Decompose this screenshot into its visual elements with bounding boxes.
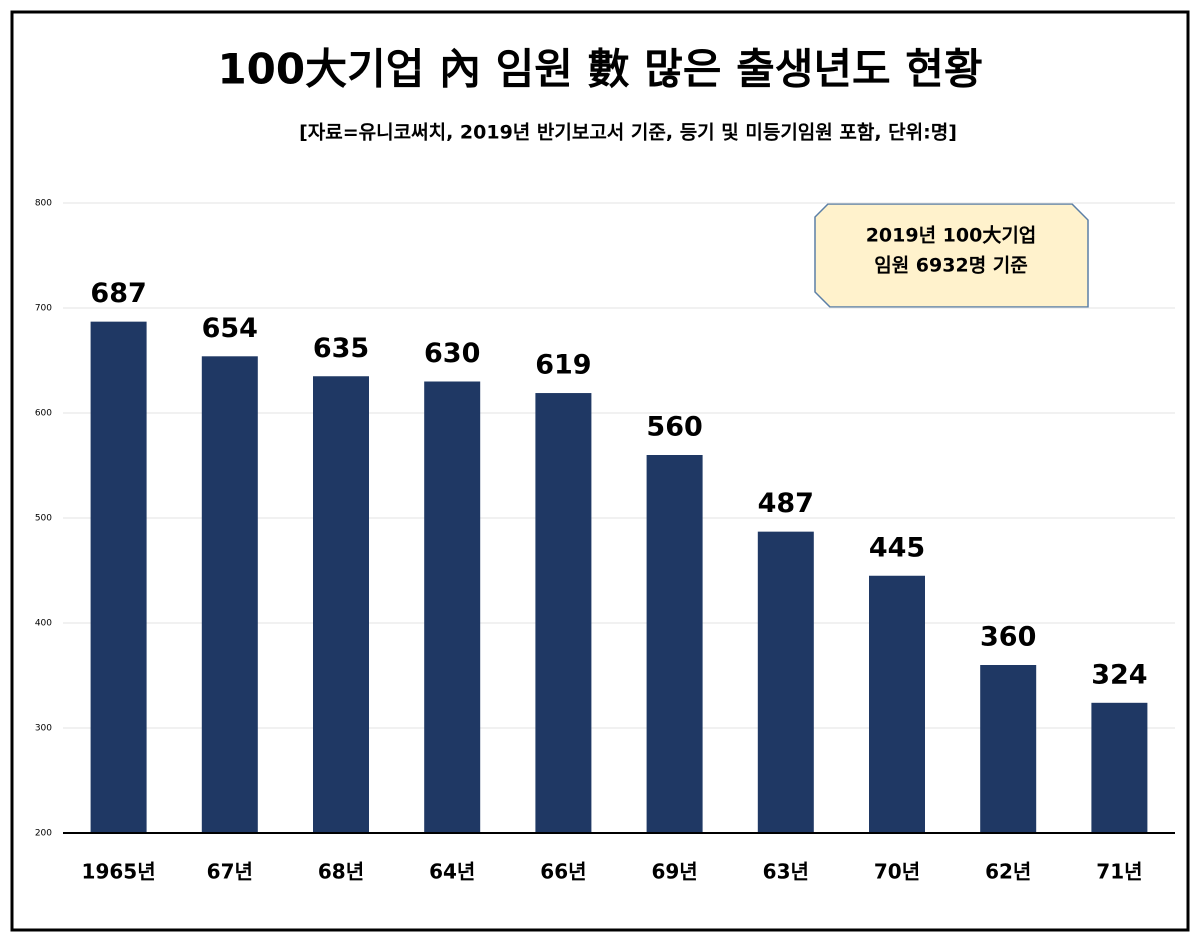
annotation: 임원 6932명 기준 <box>874 255 1028 277</box>
y-tick-label: 300 <box>35 724 52 734</box>
y-tick-label: 400 <box>35 619 52 629</box>
x-tick-label: 70년 <box>874 860 920 884</box>
x-tick-label: 67년 <box>207 860 253 884</box>
bar <box>90 321 147 833</box>
x-tick-label: 63년 <box>763 860 809 884</box>
y-tick-label: 200 <box>35 829 52 839</box>
bar <box>535 393 592 833</box>
chart-subtitle: [자료=유니코써치, 2019년 반기보고서 기준, 등기 및 미등기임원 포함… <box>299 122 957 144</box>
annotation: 2019년 100大기업 <box>866 224 1037 247</box>
data-label: 630 <box>424 338 480 369</box>
data-label: 619 <box>535 350 591 381</box>
x-tick-label: 1965년 <box>82 860 156 884</box>
x-tick-label: 62년 <box>985 860 1031 884</box>
data-label: 635 <box>313 333 369 364</box>
data-label: 445 <box>869 532 925 563</box>
data-label: 360 <box>980 622 1036 653</box>
bar <box>980 665 1037 833</box>
bar <box>869 575 925 833</box>
y-tick-label: 700 <box>35 304 52 314</box>
y-tick-label: 600 <box>35 409 52 419</box>
x-tick-label: 66년 <box>540 860 586 884</box>
data-label: 654 <box>202 313 258 344</box>
data-label: 324 <box>1091 659 1147 690</box>
x-tick-label: 68년 <box>318 860 364 884</box>
bar <box>1091 702 1148 833</box>
data-label: 687 <box>90 278 146 309</box>
bar <box>313 376 369 833</box>
x-tick-label: 71년 <box>1096 860 1142 884</box>
data-label: 487 <box>758 488 814 519</box>
annotation-box <box>814 203 1089 308</box>
chart-title: 100大기업 內 임원 數 많은 출생년도 현황 <box>217 45 982 94</box>
bar <box>646 455 703 833</box>
bar <box>757 531 814 833</box>
y-tick-label: 500 <box>35 514 52 524</box>
data-label: 560 <box>646 412 702 443</box>
x-tick-label: 64년 <box>429 860 475 884</box>
y-tick-label: 800 <box>35 199 52 209</box>
x-tick-label: 69년 <box>651 860 697 884</box>
bar <box>201 356 258 833</box>
bar <box>424 381 481 833</box>
